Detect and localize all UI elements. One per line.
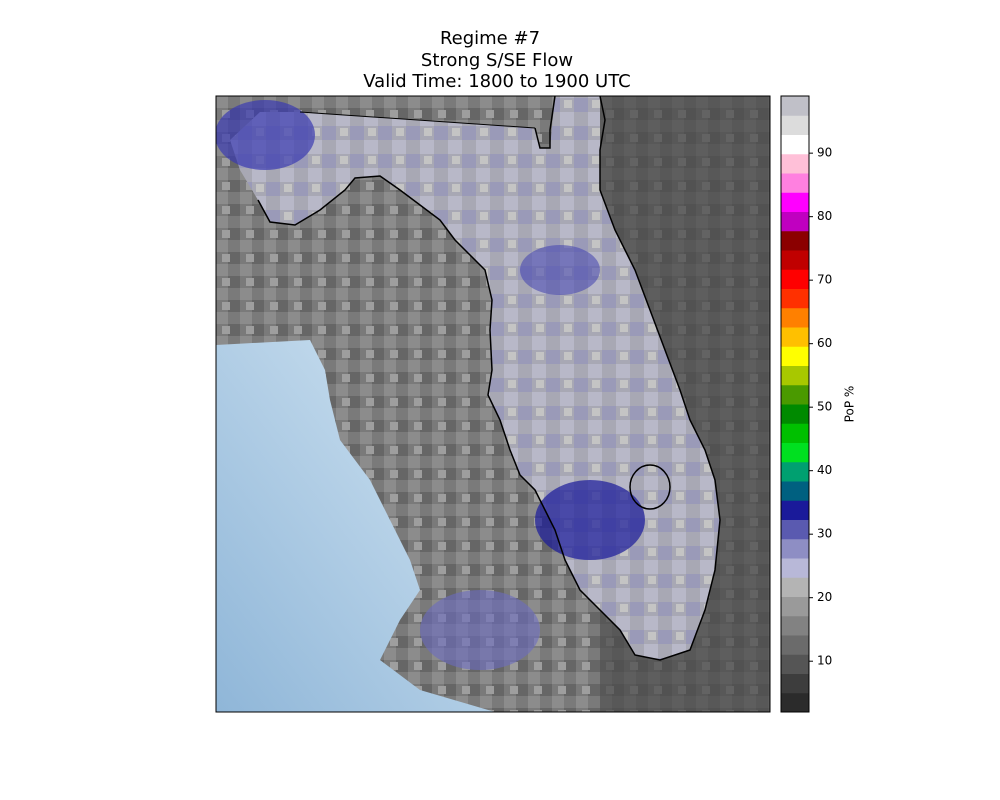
colorbar-segment [781,134,809,155]
title: Regime #7 [440,28,540,49]
valid-time: Valid Time: 1800 to 1900 UTC [363,71,630,92]
colorbar-segment [781,365,809,386]
precip-blob [520,245,600,295]
colorbar [781,96,809,713]
colorbar-segment [781,115,809,135]
precip-blob [535,480,645,560]
colorbar-tick-label: 70 [817,273,832,287]
colorbar-segment [781,269,809,289]
colorbar-tick-label: 80 [817,209,832,223]
colorbar-segment [781,596,809,617]
colorbar-segment [781,230,809,251]
colorbar-tick-label: 40 [817,463,832,477]
colorbar-tick-label: 30 [817,527,832,541]
colorbar-segment [781,423,809,443]
colorbar-segment [781,307,809,328]
state-line [299,111,536,129]
subtitle: Strong S/SE Flow [421,50,573,71]
precip-blob [216,100,315,170]
colorbar-segment [781,692,809,713]
coastline [257,96,721,661]
colorbar-tick-label: 10 [817,654,832,668]
colorbar-label: PoP % [843,386,857,423]
colorbar-segment [781,500,809,520]
colorbar-segment [781,327,809,347]
colorbar-segment [781,153,809,174]
colorbar-segment [781,211,809,232]
colorbar-segment [781,673,809,694]
colorbar-segment [781,538,809,559]
map-frame [215,95,771,713]
colorbar-segment [781,173,809,193]
gulf-water [216,340,495,712]
colorbar-segment [781,250,809,270]
colorbar-segment [781,481,809,501]
colorbar-segment [781,288,809,309]
colorbar-tick-label: 50 [817,400,832,414]
colorbar-segment [781,442,809,463]
colorbar-segment [781,577,809,597]
colorbar-segment [781,192,809,212]
colorbar-segment [781,404,809,424]
precip-blob [420,590,540,670]
colorbar-tick-label: 20 [817,590,832,604]
colorbar-tick-label: 60 [817,336,832,350]
lake-okeechobee [629,464,671,510]
colorbar-segment [781,96,809,116]
colorbar-frame [780,95,810,713]
colorbar-segment [781,558,809,578]
colorbar-segment [781,461,809,482]
map-field [216,96,770,712]
colorbar-tick-label: 90 [817,146,832,160]
colorbar-segment [781,519,809,540]
colorbar-segment [781,384,809,405]
colorbar-segment [781,346,809,366]
colorbar-segment [781,615,809,636]
colorbar-segment [781,635,809,655]
colorbar-segment [781,654,809,674]
